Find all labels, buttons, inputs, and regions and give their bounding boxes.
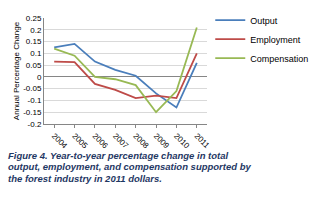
svg-text:0.25: 0.25 bbox=[26, 14, 42, 23]
svg-text:Employment: Employment bbox=[250, 35, 301, 45]
svg-text:2011: 2011 bbox=[193, 131, 212, 150]
svg-text:0.15: 0.15 bbox=[26, 37, 42, 46]
svg-text:0: 0 bbox=[37, 73, 42, 82]
svg-text:2008: 2008 bbox=[131, 131, 150, 150]
svg-text:0.2: 0.2 bbox=[30, 26, 42, 35]
svg-text:Compensation: Compensation bbox=[250, 54, 308, 64]
svg-text:Output: Output bbox=[250, 16, 278, 26]
svg-text:2010: 2010 bbox=[172, 131, 191, 150]
svg-text:2007: 2007 bbox=[111, 131, 130, 150]
svg-text:0.1: 0.1 bbox=[30, 49, 42, 58]
svg-text:-0.15: -0.15 bbox=[23, 108, 42, 117]
svg-text:2006: 2006 bbox=[91, 131, 110, 150]
svg-text:-0.2: -0.2 bbox=[28, 120, 42, 129]
svg-text:2009: 2009 bbox=[152, 131, 171, 150]
html-text:Figure 4. Year-to-year percent: Figure 4. Year-to-year percentage change… bbox=[8, 150, 251, 184]
svg-text:2005: 2005 bbox=[70, 131, 89, 150]
svg-text:-0.1: -0.1 bbox=[28, 96, 42, 105]
svg-text:2004: 2004 bbox=[50, 131, 69, 150]
svg-text:-0.05: -0.05 bbox=[23, 84, 42, 93]
svg-text:Annual Percentage Change: Annual Percentage Change bbox=[12, 21, 21, 120]
svg-text:0.05: 0.05 bbox=[26, 61, 42, 70]
